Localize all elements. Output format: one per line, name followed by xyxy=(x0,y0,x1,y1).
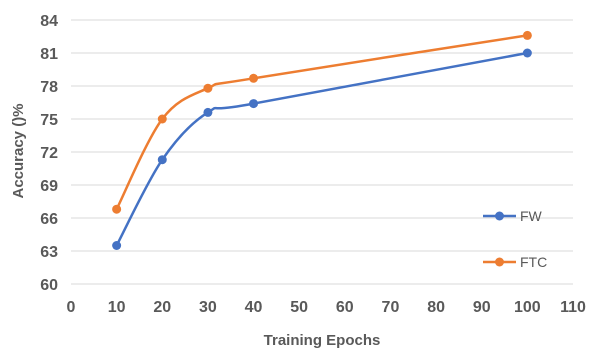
x-tick-label: 60 xyxy=(336,299,354,316)
data-point-fw xyxy=(249,99,259,109)
y-tick-label: 69 xyxy=(40,178,58,195)
data-point-fw xyxy=(203,107,213,117)
x-tick-label: 110 xyxy=(560,299,586,316)
legend: FW FTC xyxy=(483,208,547,270)
x-tick-label: 70 xyxy=(382,299,400,316)
x-tick-label: 50 xyxy=(290,299,308,316)
y-tick-labels: 60 63 66 69 72 75 78 81 84 xyxy=(40,13,58,294)
y-tick-label: 75 xyxy=(40,112,58,129)
series-line-fw xyxy=(115,51,529,247)
legend-item-fw: FW xyxy=(483,208,543,224)
x-tick-label: 10 xyxy=(108,299,126,316)
y-tick-label: 66 xyxy=(40,211,58,228)
legend-marker xyxy=(495,211,504,221)
x-tick-label: 80 xyxy=(427,299,445,316)
legend-label: FW xyxy=(520,208,543,224)
x-tick-label: 100 xyxy=(514,299,541,316)
data-point-ftc xyxy=(203,83,213,93)
data-point-ftc xyxy=(157,114,167,124)
y-tick-label: 78 xyxy=(40,79,58,96)
series-layer xyxy=(112,30,532,250)
y-tick-label: 84 xyxy=(40,13,58,30)
y-tick-label: 63 xyxy=(40,244,58,261)
y-tick-label: 60 xyxy=(40,277,58,294)
series-fw xyxy=(112,48,532,250)
data-point-ftc xyxy=(112,204,122,214)
legend-item-ftc: FTC xyxy=(483,254,547,270)
data-point-fw xyxy=(522,48,532,58)
data-point-ftc xyxy=(249,73,259,83)
x-tick-label: 30 xyxy=(199,299,217,316)
y-tick-label: 72 xyxy=(40,145,58,162)
x-tick-label: 40 xyxy=(245,299,263,316)
legend-label: FTC xyxy=(520,254,547,270)
data-point-fw xyxy=(112,241,122,250)
x-axis-title: Training Epochs xyxy=(264,332,381,349)
y-axis-title: Accuracy ()% xyxy=(10,103,27,198)
series-ftc xyxy=(112,30,532,214)
x-tick-label: 0 xyxy=(67,299,76,316)
data-point-fw xyxy=(157,155,167,165)
y-tick-label: 81 xyxy=(40,46,58,63)
x-tick-label: 90 xyxy=(473,299,491,316)
series-line-ftc xyxy=(115,34,529,211)
legend-marker xyxy=(495,257,504,267)
x-tick-label: 20 xyxy=(153,299,171,316)
x-tick-labels: 0 10 20 30 40 50 60 70 80 90 100 110 xyxy=(67,299,586,316)
gridlines xyxy=(71,19,573,285)
data-point-ftc xyxy=(522,30,532,40)
